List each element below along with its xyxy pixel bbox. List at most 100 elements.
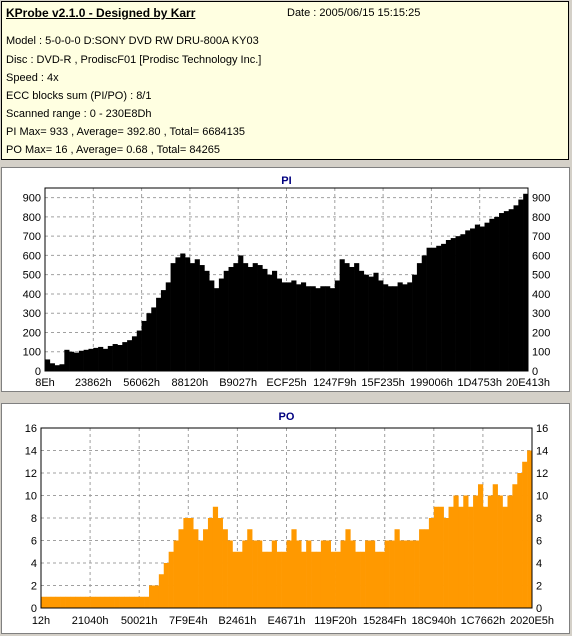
data-bar: [99, 596, 106, 608]
data-bar: [165, 282, 171, 371]
data-bar: [474, 224, 480, 371]
y-tick-label-left: 0: [35, 366, 41, 378]
data-bar: [310, 286, 316, 371]
data-bar: [271, 540, 277, 608]
data-bar: [325, 286, 331, 371]
data-bar: [45, 596, 52, 608]
y-tick-label-left: 300: [23, 308, 41, 320]
y-tick-label-right: 400: [532, 289, 550, 301]
y-tick-label-right: 0: [536, 603, 542, 615]
data-bar: [83, 349, 89, 371]
data-bar: [460, 234, 466, 371]
data-bar: [473, 495, 479, 608]
data-bar: [247, 529, 253, 608]
y-tick-label-right: 600: [532, 250, 550, 262]
data-series: [45, 193, 529, 371]
data-bar: [59, 364, 65, 371]
data-bar: [436, 245, 442, 371]
data-bar: [95, 596, 101, 608]
pi-chart-panel: PI 0 0 100 100 200 200 300 300 400 400 500 500 600 600…: [1, 167, 570, 392]
info-panel: KProbe v2.1.0 - Designed by Karr Date : …: [1, 1, 569, 160]
data-bar: [209, 280, 215, 371]
data-bar: [90, 596, 96, 608]
model-line: Model : 5-0-0-0 D:SONY DVD RW DRU-800A K…: [6, 35, 259, 47]
data-bar: [129, 596, 135, 608]
data-bar: [419, 529, 425, 608]
data-bar: [153, 585, 160, 608]
data-bar: [104, 596, 111, 608]
data-bar: [502, 506, 508, 608]
data-bar: [397, 282, 403, 371]
data-bar: [54, 365, 60, 371]
data-bar: [276, 551, 282, 608]
data-bar: [212, 506, 219, 608]
data-bar: [296, 540, 302, 608]
range-line: Scanned range : 0 - 230E8Dh: [6, 108, 152, 120]
data-bar: [131, 336, 138, 371]
data-bar: [175, 257, 181, 371]
data-bar: [426, 247, 432, 371]
data-bar: [518, 199, 524, 371]
data-bar: [60, 596, 66, 608]
data-bar: [369, 540, 376, 608]
data-bar: [468, 506, 474, 608]
data-bar: [276, 278, 282, 371]
data-bar: [73, 352, 80, 371]
x-tick-label: B9027h: [219, 377, 257, 389]
data-bar: [392, 286, 398, 371]
app-title: KProbe v2.1.0 - Designed by Karr: [6, 6, 196, 20]
y-tick-label-left: 900: [23, 193, 41, 205]
data-bar: [453, 495, 459, 608]
data-bar: [223, 270, 229, 371]
x-tick-label: 1247F9h: [313, 377, 356, 389]
x-tick-label: B2461h: [218, 615, 256, 627]
data-bar: [178, 529, 184, 608]
data-bar: [75, 596, 81, 608]
y-tick-label-left: 8: [31, 513, 37, 525]
data-bar: [267, 274, 273, 371]
data-bar: [257, 265, 263, 371]
data-bar: [134, 596, 140, 608]
data-bar: [193, 529, 199, 608]
x-tick-label: 2020E5h: [510, 615, 554, 627]
data-bar: [455, 236, 461, 371]
data-bar: [291, 280, 297, 371]
data-bar: [507, 495, 513, 608]
y-tick-label-right: 14: [536, 446, 548, 458]
x-tick-label: 20E413h: [506, 377, 550, 389]
x-tick-label: 18C940h: [411, 615, 456, 627]
data-bar: [262, 268, 268, 371]
data-bar: [139, 596, 145, 608]
y-tick-label-left: 4: [31, 558, 37, 570]
data-bar: [487, 495, 494, 608]
data-bar: [185, 257, 191, 371]
x-tick-label: 8Eh: [35, 377, 55, 389]
data-bar: [349, 266, 355, 371]
y-tick-label-left: 2: [31, 581, 37, 593]
data-bar: [448, 506, 454, 608]
data-bar: [189, 263, 196, 371]
data-bar: [470, 228, 476, 371]
data-bar: [438, 506, 444, 608]
speed-line: Speed : 4x: [6, 72, 59, 84]
data-bar: [199, 265, 205, 371]
data-bar: [238, 255, 244, 371]
data-bar: [119, 596, 125, 608]
data-bar: [232, 551, 238, 608]
scan-date: Date : 2005/06/15 15:15:25: [287, 7, 421, 19]
data-bar: [334, 280, 340, 371]
data-bar: [296, 284, 302, 371]
y-tick-label-right: 500: [532, 270, 550, 282]
data-bar: [291, 529, 297, 608]
data-bar: [300, 282, 307, 371]
data-bar: [109, 596, 115, 608]
data-bar: [98, 346, 104, 371]
data-bar: [512, 484, 518, 608]
data-series: [41, 450, 533, 608]
data-bar: [379, 551, 385, 608]
data-bar: [50, 596, 57, 608]
data-bar: [222, 529, 228, 608]
data-bar: [93, 347, 99, 371]
y-tick-label-left: 10: [25, 491, 37, 503]
data-bar: [340, 540, 346, 608]
